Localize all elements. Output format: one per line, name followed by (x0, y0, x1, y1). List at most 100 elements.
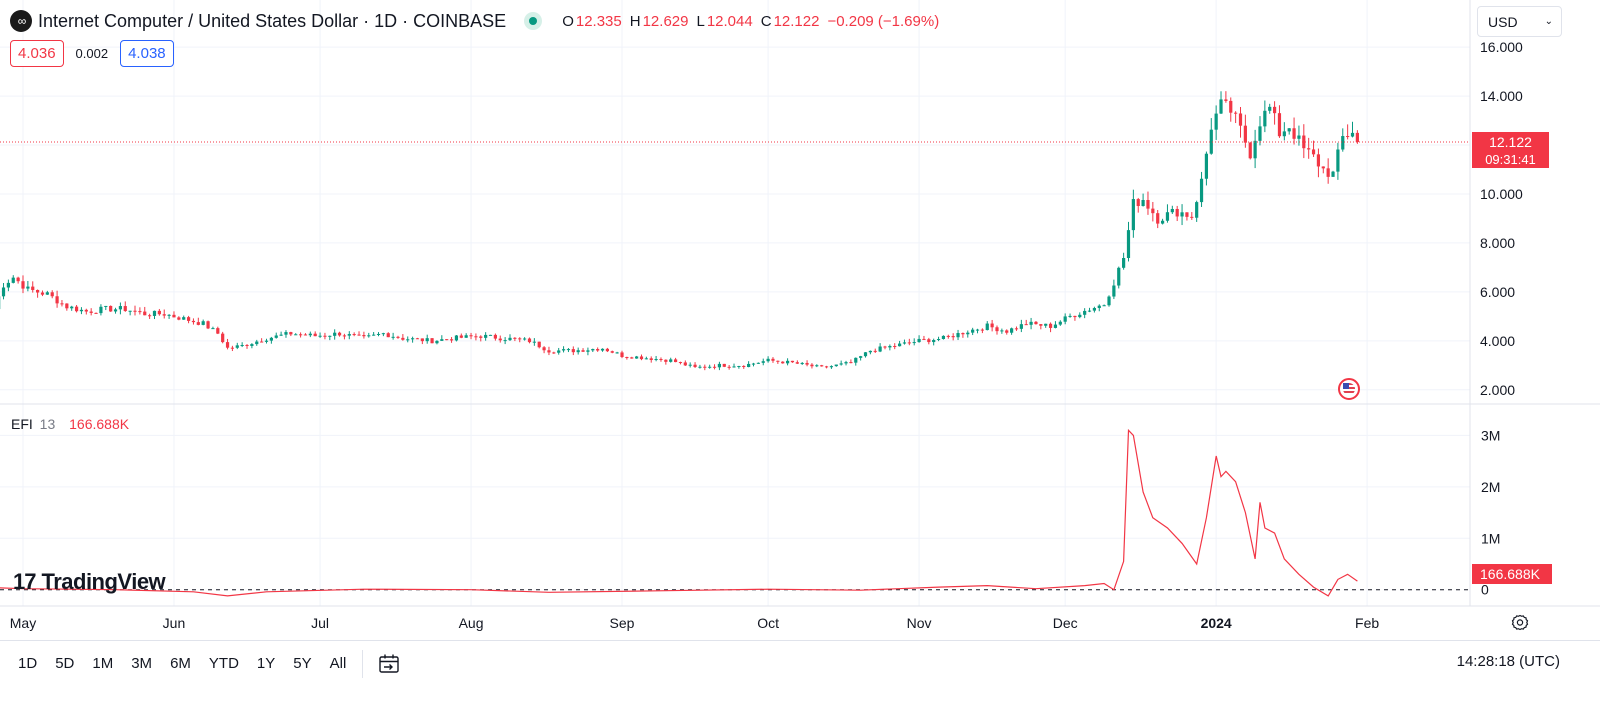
candle-body (883, 346, 887, 348)
gear-icon[interactable] (1511, 614, 1529, 632)
bottom-toolbar: 1D 5D 1M 3M 6M YTD 1Y 5Y All (0, 640, 1600, 686)
candle-body (703, 366, 707, 368)
timeframe-5y[interactable]: 5Y (293, 655, 312, 672)
candle-body (488, 334, 493, 336)
candle-body (1229, 100, 1233, 113)
utc-clock[interactable]: 14:28:18 (UTC) (1456, 653, 1560, 670)
candle-body (566, 349, 571, 351)
indicator-legend[interactable]: EFI 13 166.688K (11, 416, 129, 432)
time-axis-label: Oct (757, 615, 779, 631)
candle-body (518, 338, 522, 340)
symbol-title[interactable]: Internet Computer / United States Dollar… (38, 10, 507, 31)
candle-body (94, 312, 98, 314)
candle-body (600, 348, 605, 351)
candle-body (425, 338, 429, 342)
candle-body (1087, 310, 1092, 312)
ohlc-close: C 12.122 (760, 12, 820, 30)
candle-body (415, 338, 420, 340)
candle-body (1146, 200, 1150, 209)
candle-body (1287, 128, 1291, 132)
candle-body (795, 362, 799, 364)
candle-body (1160, 220, 1165, 224)
last-price-label: 12.122 09:31:41 (1472, 132, 1549, 168)
candle-body (1316, 154, 1321, 167)
candle-body (1107, 296, 1111, 306)
candle-body (1204, 153, 1209, 179)
last-price-value: 12.122 (1489, 134, 1532, 150)
spread-value: 0.002 (75, 46, 109, 61)
sell-button[interactable]: 4.036 (10, 40, 64, 67)
candle-body (751, 363, 756, 365)
timeframe-ytd[interactable]: YTD (208, 655, 239, 672)
candle-body (722, 363, 726, 367)
time-axis-label: Feb (1355, 615, 1380, 631)
candle-body (781, 361, 785, 364)
calendar-goto-icon[interactable] (377, 652, 401, 676)
candle-body (936, 339, 941, 341)
candle-body (1102, 305, 1106, 307)
candle-body (859, 356, 863, 358)
candle-body (1078, 314, 1082, 318)
candle-body (1258, 126, 1262, 141)
time-axis-label: Nov (906, 615, 932, 631)
candle-body (586, 350, 590, 352)
time-axis-label: Dec (1052, 615, 1078, 631)
candle-body (893, 345, 897, 347)
buy-button[interactable]: 4.038 (120, 40, 174, 67)
candle-body (279, 334, 283, 336)
economic-events-flags[interactable] (1338, 378, 1382, 402)
price-axis-label: 4.000 (1480, 333, 1515, 349)
candle-body (747, 363, 751, 368)
candle-body (1000, 330, 1004, 332)
timeframe-6m[interactable]: 6M (170, 655, 191, 672)
candle-body (1355, 132, 1359, 143)
time-axis-label: Jun (162, 615, 186, 631)
timeframe-all[interactable]: All (329, 655, 347, 672)
candle-body (50, 292, 54, 297)
toolbar-divider (362, 649, 364, 678)
candle-body (1321, 166, 1325, 169)
time-axis-label: Jul (311, 615, 330, 631)
candle-body (1048, 323, 1053, 328)
candle-body (337, 332, 342, 336)
candle-body (659, 359, 663, 361)
efi-axis-label: 2M (1481, 479, 1500, 495)
candle-body (1326, 168, 1330, 177)
candle-body (966, 332, 970, 335)
candle-body (498, 338, 502, 341)
timeframe-1d[interactable]: 1D (18, 655, 38, 672)
candle-body (1341, 136, 1345, 150)
candle-body (620, 352, 624, 358)
candle-body (639, 356, 644, 360)
currency-select[interactable]: USD ⌄ (1477, 6, 1562, 37)
candle-body (868, 350, 872, 353)
timeframe-3m[interactable]: 3M (131, 655, 153, 672)
candle-body (737, 366, 741, 368)
price-axis-label: 2.000 (1480, 382, 1515, 398)
candle-body (644, 358, 648, 360)
candle-body (11, 277, 15, 283)
candle-body (698, 366, 702, 368)
candle-body (1097, 305, 1101, 309)
indicator-name: EFI (11, 416, 33, 432)
candle-body (678, 362, 683, 364)
tradingview-logo[interactable]: 17 TradingView (13, 569, 166, 595)
timeframe-1m[interactable]: 1M (92, 655, 114, 672)
candle-body (888, 345, 892, 348)
us-flag-icon (1338, 378, 1360, 400)
time-axis-label: 2024 (1200, 615, 1232, 631)
candle-body (654, 359, 658, 361)
candle-body (152, 310, 157, 316)
tradingview-mark-icon: 17 (13, 569, 37, 594)
timeframe-5d[interactable]: 5D (55, 655, 75, 672)
candle-body (381, 333, 385, 335)
candle-body (445, 339, 449, 341)
bar-countdown: 09:31:41 (1485, 152, 1536, 167)
candle-body (484, 334, 488, 338)
candle-body (571, 349, 575, 353)
efi-value-label: 166.688K (1472, 564, 1552, 584)
candle-body (157, 310, 161, 315)
timeframe-1y[interactable]: 1Y (256, 655, 276, 672)
price-change: −0.209 (−1.69%) (827, 12, 940, 30)
